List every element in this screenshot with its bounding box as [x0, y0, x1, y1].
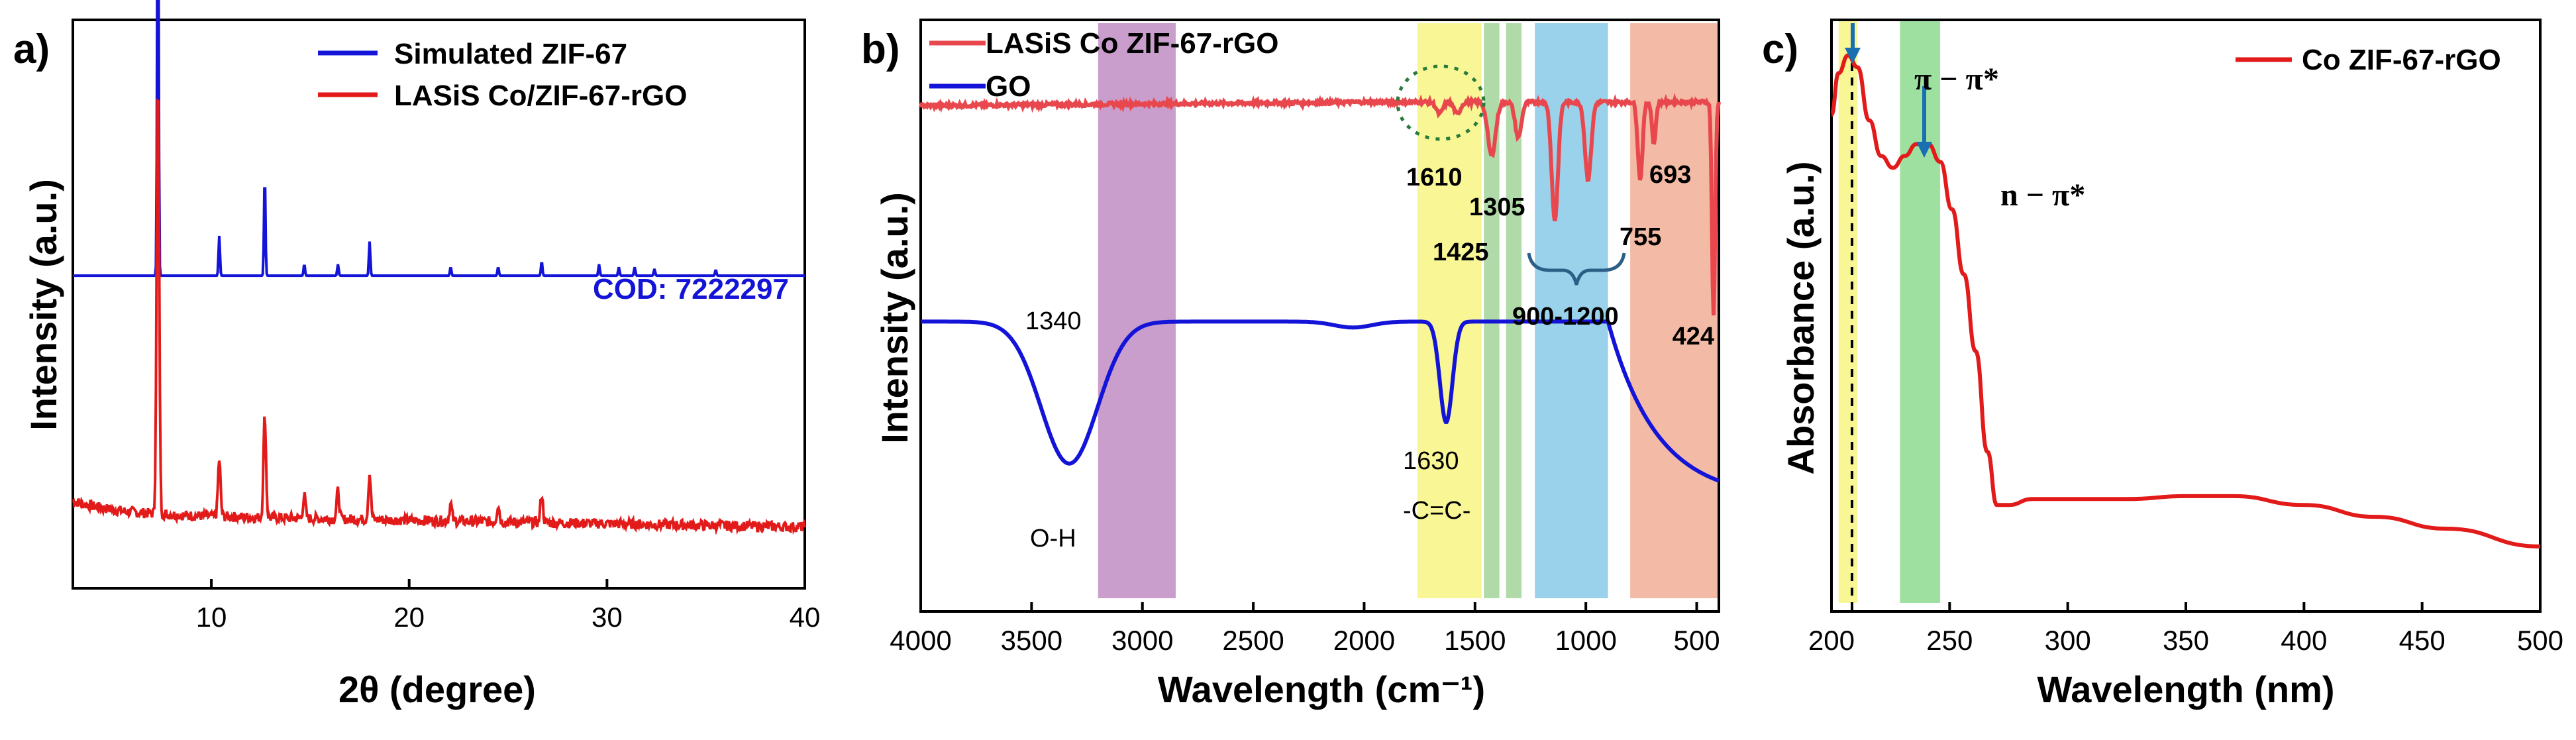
annotation-n-pi: n − π* [2000, 178, 2085, 213]
panel-b-series [919, 92, 1721, 483]
panel-c-x-tick-label: 500 [2517, 625, 2563, 656]
panel-a-x-tick-label: 40 [790, 602, 821, 633]
panel-a-x-tick-label: 10 [196, 602, 227, 633]
panel-c-x-label: Wavelength (nm) [2037, 668, 2334, 710]
panel-c-band [1900, 20, 1941, 603]
annotation-pi-pi: π − π* [1914, 62, 1999, 97]
annotation-1425: 1425 [1433, 238, 1489, 266]
annotation-755: 755 [1620, 223, 1661, 251]
panel-c-x-tick-label: 350 [2163, 625, 2209, 656]
series-c-0 [1829, 53, 2541, 549]
panel-b-label: b) [861, 26, 900, 72]
panel-c-x-tick-label: 400 [2281, 625, 2327, 656]
panel-c-band [1838, 20, 1858, 603]
legend-c-label-0: Co ZIF-67-rGO [2302, 44, 2501, 76]
panel-a-frame [72, 19, 806, 590]
panel-b-brace [1527, 252, 1626, 286]
panel-b-band [1484, 23, 1500, 598]
panel-a-series [72, 0, 806, 536]
panel-b-x-tick-label: 1000 [1555, 625, 1616, 656]
annotation-693: 693 [1649, 161, 1691, 189]
series-b-0 [919, 92, 1721, 316]
annotation-c-c: -C=C- [1403, 497, 1470, 525]
panel-c-x-tick-label: 250 [1926, 625, 1973, 656]
annotation-1305: 1305 [1469, 193, 1525, 221]
annotation-424: 424 [1673, 323, 1714, 350]
annotation-1340: 1340 [1025, 307, 1082, 335]
series-a-1 [72, 98, 806, 536]
panel-c-label: c) [1762, 26, 1798, 72]
panel-b-y-label: Intensity (a.u.) [874, 192, 915, 444]
panel-b-x-tick-label: 4000 [890, 625, 951, 656]
panel-a-y-label: Intensity (a.u.) [23, 179, 64, 431]
panel-b-band [1417, 23, 1482, 598]
panel-b-x-tick-label: 3500 [1001, 625, 1062, 656]
annotation-1630: 1630 [1403, 447, 1459, 475]
panel-c-x-tick-label: 450 [2399, 625, 2446, 656]
panel-b-x-tick-label: 500 [1673, 625, 1720, 656]
panel-b-x-label: Wavelength (cm⁻¹) [1158, 668, 1485, 710]
panel-c-bands [1838, 20, 1941, 603]
panel-b-x-tick-label: 1500 [1444, 625, 1506, 656]
panel-b-band [1506, 23, 1522, 598]
annotation-1610: 1610 [1406, 164, 1463, 191]
arrow-down-icon-pi [1845, 23, 1861, 64]
annotation-900-1200: 900-1200 [1512, 303, 1619, 331]
panel-c-x-tick-label: 300 [2045, 625, 2091, 656]
series-a-0 [73, 0, 805, 278]
panel-a-x-tick-label: 30 [592, 602, 623, 633]
panel-c-x-tick-label: 200 [1808, 625, 1855, 656]
annotation-o-h: O-H [1030, 525, 1076, 553]
legend-a-label-0: Simulated ZIF-67 [394, 38, 627, 70]
panel-b-x-tick-label: 2000 [1333, 625, 1395, 656]
legend-b-label-1: GO [986, 70, 1031, 103]
panel-c-series [1829, 53, 2541, 549]
panel-b: b) 4000 3500 3000 2500 2000 1500 1000 500 Wavel… [861, 19, 1721, 710]
panel-a-cod-annotation: COD: 7222297 [593, 273, 789, 305]
legend-a-label-1: LASiS Co/ZIF-67-rGO [394, 79, 687, 112]
series-b-1 [921, 319, 1720, 483]
arrow-down-icon-n [1916, 86, 1932, 158]
panel-a-x-label: 2θ (degree) [338, 668, 536, 710]
panel-b-band [1098, 23, 1176, 598]
panel-a-x-tick-label: 20 [393, 602, 425, 633]
panel-a: a) 10 20 30 40 2θ (degree) Intensity (a.u.)… [13, 0, 820, 710]
legend-b-label-0: LASiS Co ZIF-67-rGO [986, 27, 1278, 60]
panel-b-frame [919, 19, 1720, 613]
panel-b-x-tick-label: 2500 [1222, 625, 1284, 656]
panel-a-label: a) [13, 26, 50, 72]
panel-b-x-tick-label: 3000 [1111, 625, 1173, 656]
panel-b-highlight-circle [1396, 64, 1486, 141]
panel-c-y-label: Absorbance (a.u.) [1780, 162, 1822, 475]
panel-c: c) 200 250 300 350 400 450 500 Wavelength (nm)… [1762, 19, 2563, 710]
